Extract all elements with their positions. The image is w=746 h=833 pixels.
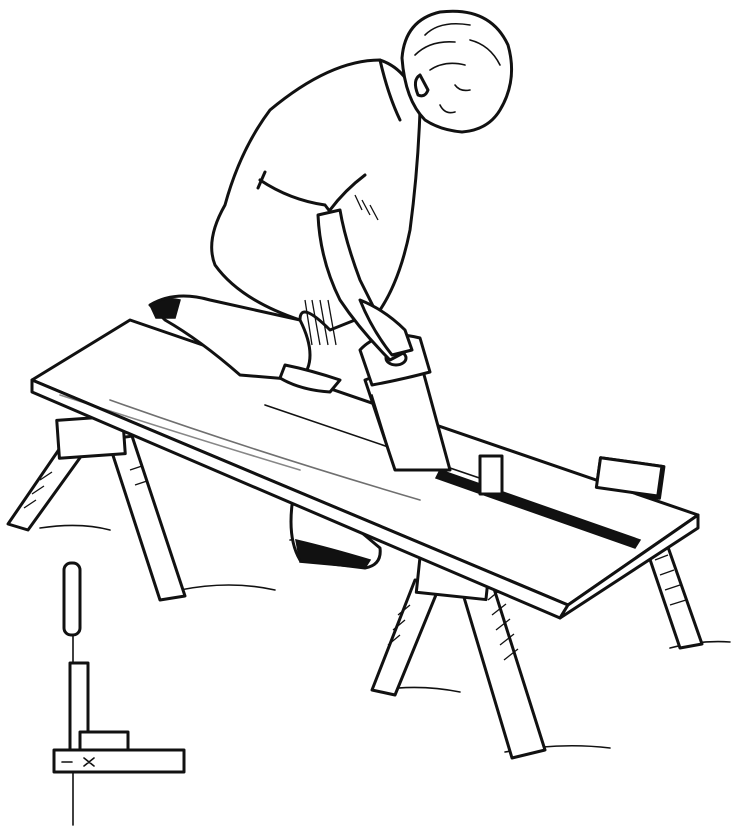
inset-board-edge [54,750,184,772]
left-sawhorse [8,416,185,600]
feet-under-board [291,502,380,568]
right-sawhorse-top [596,458,662,496]
left-sawhorse-hatching [24,466,147,508]
inset-pencil [64,563,80,635]
ear [415,75,428,96]
wood-block [480,456,502,494]
boot-on-board [150,299,180,318]
hand [360,300,412,355]
inset-square-stock [80,732,128,750]
face-features [455,85,470,90]
right-sawhorse-leg-hatching [655,555,686,605]
head [402,11,512,132]
board-mark-line [265,405,500,485]
inset-rule-diagram [54,563,184,825]
man-sawing [150,11,512,392]
inset-marks [62,758,94,766]
clothing-shading [305,195,378,345]
